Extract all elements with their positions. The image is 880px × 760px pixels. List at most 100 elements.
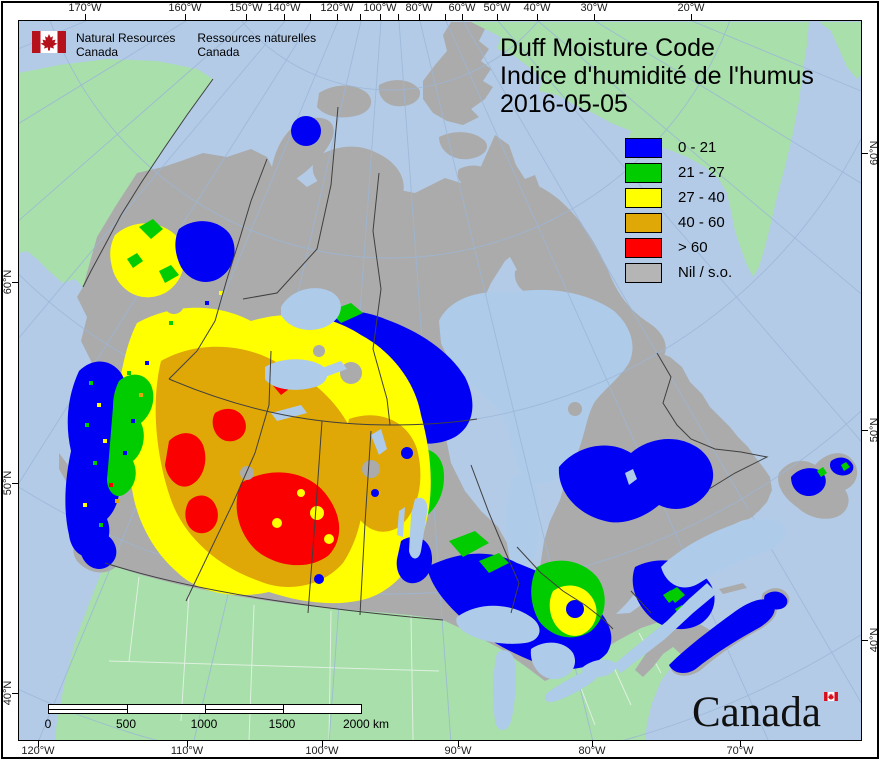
axis-label: 60°W — [448, 2, 476, 14]
scale-label: 2000 km — [342, 717, 390, 731]
ellesmere-island — [423, 22, 493, 125]
title-date: 2016-05-05 — [500, 90, 628, 118]
legend-label: 27 - 40 — [678, 189, 725, 206]
lakes — [265, 288, 786, 730]
axis-label: 150°W — [229, 2, 263, 14]
axis-label: 90°W — [444, 745, 472, 757]
scale-label: 1000 — [190, 717, 218, 731]
axis-tick — [85, 14, 86, 20]
data-regions — [65, 116, 854, 674]
canada-wordmark: Canada — [692, 688, 838, 737]
axis-label: 50°W — [483, 2, 511, 14]
victoria-island — [312, 146, 404, 222]
axis-tick — [38, 741, 39, 747]
nwt-blue-dot — [291, 116, 321, 146]
axis-label: 40°N — [2, 680, 14, 706]
vancouver-island-blue — [79, 533, 117, 569]
reindeer-lake — [371, 429, 387, 455]
axis-label: 80°W — [578, 745, 606, 757]
scale-bar: 0 500 1000 1500 2000 km — [44, 704, 389, 731]
border-nb-maine — [630, 590, 652, 614]
dept-name-fr: Ressources naturelles Canada — [197, 31, 316, 59]
dept-en-line1: Natural Resources — [76, 31, 176, 45]
legend-swatch — [625, 237, 662, 258]
legend-label: > 60 — [678, 239, 708, 256]
border-yukon-nwt — [168, 158, 268, 380]
government-logo: Natural Resources Canada Ressources natu… — [32, 31, 338, 59]
title-fr: Indice d'humidité de l'humus — [500, 62, 814, 90]
axis-tick — [740, 741, 741, 747]
legend-row: Nil / s.o. — [625, 260, 732, 285]
legend-row: 21 - 27 — [625, 160, 732, 185]
wordmark-text: Canada — [692, 689, 821, 736]
legend-label: Nil / s.o. — [678, 264, 733, 281]
axis-tick — [537, 14, 538, 20]
scale-label: 500 — [115, 717, 137, 731]
winnipeg-blue — [396, 536, 433, 584]
border-ab-sk — [307, 420, 323, 614]
great-bear-lake — [281, 288, 341, 330]
lake-erie — [544, 668, 599, 703]
axis-label: 50°N — [2, 470, 14, 496]
james-bay — [505, 474, 540, 566]
axis-tick — [594, 14, 595, 20]
scale-label: 1500 — [268, 717, 296, 731]
dept-en-line2: Canada — [76, 45, 119, 59]
legend-swatch — [625, 187, 662, 208]
axis-label: 110°W — [170, 745, 204, 757]
axis-tick — [246, 14, 247, 20]
legend: 0 - 21 21 - 27 27 - 40 40 - 60 > 60 Nil / s.o… — [625, 135, 732, 285]
legend-row: 27 - 40 — [625, 185, 732, 210]
lake-ontario — [582, 659, 617, 678]
scale-label: 0 — [44, 717, 52, 731]
axis-label: 20°W — [677, 2, 705, 14]
gulf-st-lawrence — [661, 518, 786, 588]
axis-label: 120°W — [21, 745, 55, 757]
axis-label: 80°W — [405, 2, 433, 14]
red-yellow-holes — [272, 489, 334, 544]
canada-flag-icon — [32, 31, 66, 53]
axis-tick — [445, 14, 446, 20]
axis-tick — [12, 693, 18, 694]
axis-tick — [458, 741, 459, 747]
james-bay-green — [449, 531, 509, 573]
foreign-land — [19, 22, 861, 740]
usa — [55, 563, 703, 740]
border-alaska-yukon — [82, 78, 214, 288]
st-lawrence-river — [613, 583, 717, 673]
devon-island — [439, 132, 488, 160]
legend-swatch — [625, 212, 662, 233]
border-qc-nl — [656, 352, 769, 490]
admin-borders — [82, 78, 769, 630]
legend-label: 21 - 27 — [678, 164, 725, 181]
axis-label: 70°W — [726, 745, 754, 757]
newfoundland-blue — [791, 457, 854, 497]
map-frame — [18, 20, 862, 741]
axis-tick — [398, 14, 399, 20]
legend-label: 0 - 21 — [678, 139, 717, 156]
border-60n — [168, 378, 478, 426]
axis-label: 100°W — [363, 2, 397, 14]
somerset-island — [457, 158, 514, 187]
hudson-bay — [439, 289, 633, 566]
legend-swatch — [625, 262, 662, 283]
axis-label: 140°W — [267, 2, 301, 14]
legend-swatch — [625, 162, 662, 183]
axis-label: 60°N — [868, 140, 880, 166]
axis-tick — [187, 741, 188, 747]
axis-label: 40°N — [868, 627, 880, 653]
axis-tick — [380, 14, 381, 20]
title-en: Duff Moisture Code — [500, 34, 715, 62]
axis-label: 30°W — [580, 2, 608, 14]
axis-tick — [185, 14, 186, 20]
axis-tick — [360, 14, 361, 20]
great-slave-lake — [265, 359, 347, 390]
axis-tick — [592, 741, 593, 747]
orange-east — [345, 415, 421, 532]
belcher-islands — [568, 402, 582, 416]
axis-tick — [462, 14, 463, 20]
axis-tick — [862, 153, 868, 154]
axis-tick — [337, 14, 338, 20]
yukon-blue — [175, 221, 235, 282]
lake-winnipeg — [397, 497, 428, 559]
